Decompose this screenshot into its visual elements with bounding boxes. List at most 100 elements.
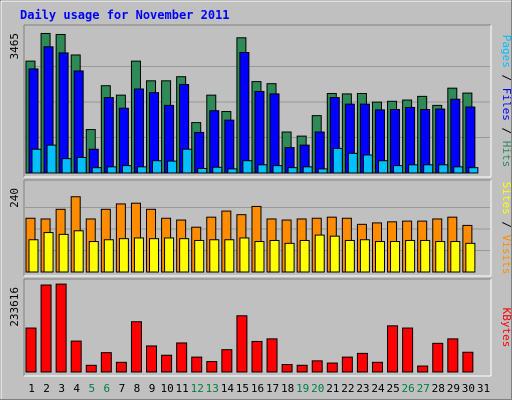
bar-kbytes-day-16	[251, 340, 263, 373]
legend-part: Sites	[500, 182, 512, 215]
bar-sites-day-8	[133, 237, 144, 273]
ymax-label: 3465	[8, 33, 21, 60]
bar-sites-day-2	[43, 232, 54, 273]
x-tick-day-23: 23	[356, 382, 369, 395]
panel-visits: 240 Sites / Visits	[8, 179, 512, 277]
x-tick-day-31: 31	[477, 382, 490, 395]
bar-files-day-13	[209, 110, 220, 174]
x-tick-day-2: 2	[43, 382, 50, 395]
bar-kbytes-day-11	[176, 342, 188, 373]
bar-sites-day-22	[344, 239, 355, 273]
series-legend-hits: Pages / Files / Hits	[500, 35, 512, 168]
x-tick-day-17: 17	[266, 382, 279, 395]
bar-sites-day-14	[224, 239, 235, 273]
bar-kbytes-day-28	[432, 342, 444, 373]
bar-files-day-17	[269, 93, 280, 174]
x-tick-day-10: 10	[160, 382, 173, 395]
x-tick-day-9: 9	[149, 382, 156, 395]
bar-pages-day-3	[61, 158, 72, 174]
series-legend-kbytes: KBytes	[500, 308, 512, 348]
bar-pages-day-6	[106, 166, 117, 174]
bar-sites-day-12	[194, 239, 205, 273]
bar-files-day-30	[465, 106, 476, 174]
legend-part: /	[500, 68, 512, 88]
bar-pages-day-20	[317, 168, 328, 174]
bar-pages-day-17	[272, 165, 283, 174]
x-tick-day-22: 22	[341, 382, 354, 395]
bar-pages-day-26	[408, 164, 419, 174]
bar-pages-day-23	[362, 154, 373, 174]
bar-kbytes-day-1	[25, 327, 37, 373]
bar-sites-day-18	[284, 242, 295, 273]
bar-sites-day-10	[164, 237, 175, 273]
bar-files-day-7	[118, 107, 129, 174]
bar-files-day-27	[420, 108, 431, 174]
bar-pages-day-5	[91, 167, 102, 174]
bar-files-day-12	[194, 131, 205, 174]
bar-sites-day-9	[149, 238, 160, 273]
bar-pages-day-28	[438, 164, 449, 174]
bar-files-day-29	[450, 98, 461, 174]
bar-files-day-25	[390, 108, 401, 174]
bar-sites-day-27	[420, 239, 431, 273]
x-tick-day-24: 24	[371, 382, 385, 395]
x-tick-day-27: 27	[417, 382, 430, 395]
x-tick-day-5: 5	[88, 382, 95, 395]
bar-sites-day-26	[405, 239, 416, 273]
bar-kbytes-day-30	[462, 351, 474, 373]
bar-kbytes-day-23	[356, 352, 368, 373]
bar-sites-day-30	[465, 242, 476, 273]
bar-pages-day-14	[227, 168, 238, 174]
x-tick-day-16: 16	[251, 382, 264, 395]
bar-kbytes-day-6	[100, 352, 112, 373]
bar-sites-day-3	[58, 233, 69, 273]
x-tick-day-12: 12	[191, 382, 204, 395]
bar-sites-day-19	[299, 239, 310, 273]
bar-pages-day-8	[136, 166, 147, 174]
bar-kbytes-day-27	[417, 365, 429, 373]
bar-files-day-16	[254, 90, 265, 174]
bar-kbytes-day-13	[206, 361, 218, 373]
bar-kbytes-day-5	[85, 364, 97, 373]
bar-pages-day-16	[257, 164, 268, 174]
bar-sites-day-28	[435, 241, 446, 273]
x-tick-day-3: 3	[58, 382, 65, 395]
panel-kbytes: 233616 KBytes	[8, 278, 512, 377]
panel-hits: 3465 Pages / Files / Hits	[8, 24, 512, 178]
ymax-label: 240	[8, 188, 21, 208]
bar-pages-day-30	[468, 167, 479, 174]
bar-kbytes-day-29	[447, 338, 459, 373]
bar-sites-day-1	[28, 239, 39, 273]
bar-sites-day-20	[314, 234, 325, 273]
bar-kbytes-day-20	[311, 360, 323, 373]
bar-pages-day-10	[167, 160, 178, 174]
bar-sites-day-5	[88, 241, 99, 273]
bar-files-day-3	[58, 52, 69, 174]
x-tick-day-19: 19	[296, 382, 309, 395]
bar-sites-day-7	[118, 238, 129, 273]
bar-kbytes-day-22	[341, 356, 353, 373]
x-tick-day-6: 6	[104, 382, 111, 395]
bar-sites-day-17	[269, 239, 280, 273]
x-tick-day-8: 8	[134, 382, 141, 395]
bar-kbytes-day-17	[266, 338, 278, 373]
bar-pages-day-21	[332, 147, 343, 174]
x-tick-day-14: 14	[221, 382, 235, 395]
bar-kbytes-day-7	[115, 361, 127, 373]
x-tick-day-4: 4	[73, 382, 80, 395]
bar-files-day-26	[405, 106, 416, 174]
bar-pages-day-13	[212, 166, 223, 174]
bar-kbytes-day-4	[70, 340, 82, 373]
legend-part: Visits	[500, 235, 512, 275]
x-tick-day-21: 21	[326, 382, 339, 395]
bar-kbytes-day-3	[55, 283, 67, 373]
legend-part: /	[500, 215, 512, 235]
bar-kbytes-day-10	[161, 354, 173, 373]
bar-sites-day-21	[329, 235, 340, 273]
bar-sites-day-6	[103, 239, 114, 273]
bar-files-day-15	[239, 52, 250, 174]
bar-pages-day-4	[76, 156, 87, 174]
bar-files-day-14	[224, 119, 235, 174]
x-tick-day-28: 28	[432, 382, 445, 395]
bar-kbytes-day-9	[146, 345, 158, 373]
